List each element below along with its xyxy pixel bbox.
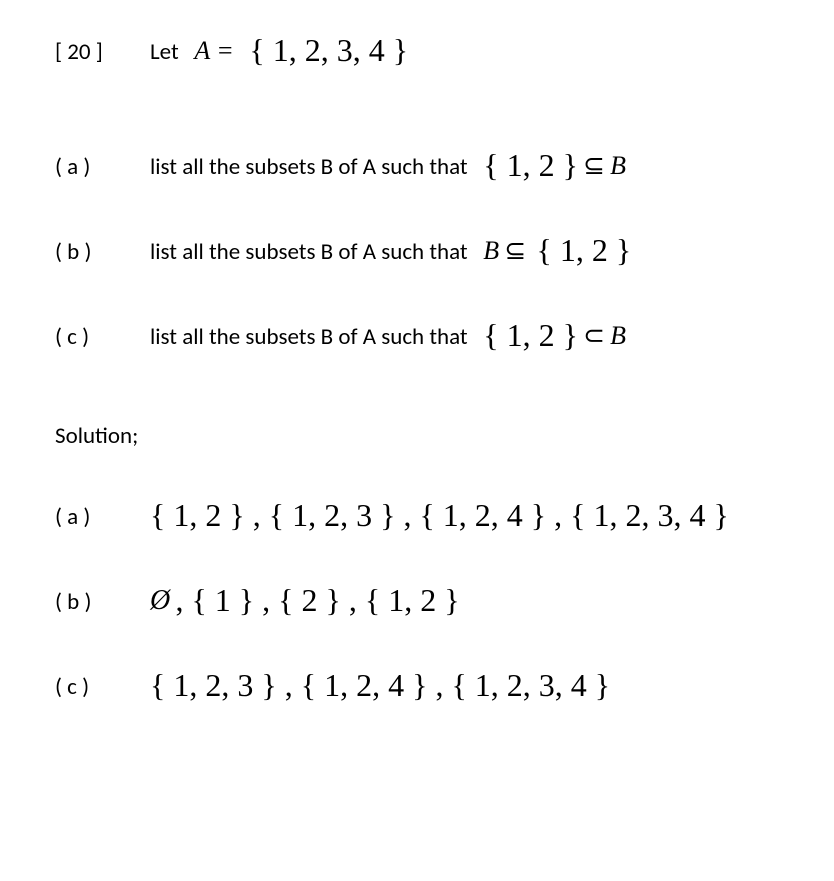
- solution-c-content: { 1, 2, 3 } , { 1, 2, 4 } , { 1, 2, 3, 4…: [150, 665, 794, 702]
- part-a-text: list all the subsets B of A such that: [150, 153, 468, 181]
- solution-c: ( c ) { 1, 2, 3 } , { 1, 2, 4 } , { 1, 2…: [55, 665, 794, 702]
- let-text: Let: [150, 38, 179, 66]
- solution-b-content: Ø , { 1 } , { 2 } , { 1, 2 }: [150, 580, 794, 617]
- problem-statement: Let A = { 1, 2, 3, 4 }: [150, 30, 794, 67]
- solution-b-rest: , { 1 } , { 2 } , { 1, 2 }: [175, 582, 459, 618]
- part-a-content: list all the subsets B of A such that { …: [150, 145, 794, 182]
- part-b: ( b ) list all the subsets B of A such t…: [55, 230, 794, 267]
- part-c-rel: ⊂: [583, 321, 605, 350]
- part-c-math-left: { 1, 2 }: [483, 317, 578, 353]
- part-c-content: list all the subsets B of A such that { …: [150, 315, 794, 352]
- points-label: [ 20 ]: [55, 38, 150, 66]
- A-set: { 1, 2, 3, 4 }: [249, 32, 408, 68]
- part-c-label: ( c ): [55, 323, 150, 351]
- solution-a-content: { 1, 2 } , { 1, 2, 3 } , { 1, 2, 4 } , {…: [150, 495, 794, 532]
- problem-header: [ 20 ] Let A = { 1, 2, 3, 4 }: [55, 30, 794, 67]
- part-a-rel: ⊆: [583, 151, 605, 180]
- empty-set-icon: Ø: [150, 585, 170, 616]
- solution-title: Solution;: [55, 422, 794, 450]
- solution-a: ( a ) { 1, 2 } , { 1, 2, 3 } , { 1, 2, 4…: [55, 495, 794, 532]
- part-b-rel: ⊆: [504, 236, 526, 265]
- part-b-math-left: B: [483, 236, 499, 265]
- A-equals: A =: [194, 36, 233, 65]
- part-b-label: ( b ): [55, 238, 150, 266]
- solution-c-answer: { 1, 2, 3 } , { 1, 2, 4 } , { 1, 2, 3, 4…: [150, 667, 610, 703]
- part-a-math-left: { 1, 2 }: [483, 147, 578, 183]
- solution-b-label: ( b ): [55, 588, 150, 616]
- solution-c-label: ( c ): [55, 673, 150, 701]
- part-c-math-right: B: [610, 321, 626, 350]
- part-c: ( c ) list all the subsets B of A such t…: [55, 315, 794, 352]
- part-b-content: list all the subsets B of A such that B …: [150, 230, 794, 267]
- solution-a-label: ( a ): [55, 503, 150, 531]
- part-c-text: list all the subsets B of A such that: [150, 323, 468, 351]
- part-a-label: ( a ): [55, 153, 150, 181]
- part-b-text: list all the subsets B of A such that: [150, 238, 468, 266]
- part-b-math-right: { 1, 2 }: [537, 232, 632, 268]
- spacer: [55, 115, 794, 145]
- solution-b: ( b ) Ø , { 1 } , { 2 } , { 1, 2 }: [55, 580, 794, 617]
- solution-a-answer: { 1, 2 } , { 1, 2, 3 } , { 1, 2, 4 } , {…: [150, 497, 729, 533]
- part-a-math-right: B: [610, 151, 626, 180]
- part-a: ( a ) list all the subsets B of A such t…: [55, 145, 794, 182]
